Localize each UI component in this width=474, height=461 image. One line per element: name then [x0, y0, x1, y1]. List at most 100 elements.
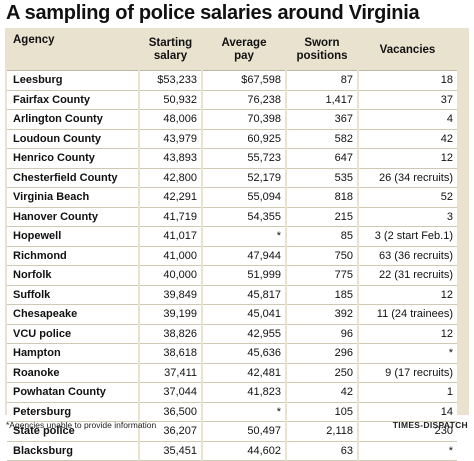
table-row: Norfolk 40,000 51,999 775 22 (31 recruits)	[7, 265, 457, 286]
header-sworn-line1: Sworn	[304, 37, 340, 49]
source-credit: TIMES-DISPATCH	[392, 420, 468, 430]
table-row: Richmond 41,000 47,944 750 63 (36 recruits)	[7, 246, 457, 266]
cell-vacancies: 3	[357, 207, 457, 227]
cell-starting-salary: 37,044	[138, 382, 202, 403]
table-row: Hopewell 41,017 * 85 3 (2 start Feb.1)	[7, 226, 457, 247]
salary-table: Agency Starting salary Average pay Sworn…	[7, 30, 457, 461]
cell-sworn-positions: 85	[285, 226, 358, 247]
cell-sworn-positions: 87	[285, 70, 358, 91]
cell-average-pay: *	[201, 226, 286, 247]
footnote: *Agencies unable to provide information	[6, 420, 157, 430]
cell-agency: Petersburg	[7, 402, 139, 422]
cell-average-pay: 45,636	[201, 343, 286, 364]
cell-starting-salary: 42,800	[138, 168, 202, 188]
cell-sworn-positions: 582	[285, 129, 358, 149]
cell-agency: VCU police	[7, 324, 139, 344]
table-row: Blacksburg 35,451 44,602 63 *	[7, 441, 457, 461]
cell-starting-salary: 43,979	[138, 129, 202, 149]
cell-agency: Chesapeake	[7, 304, 139, 325]
header-starting-salary: Starting salary	[139, 30, 202, 71]
cell-vacancies: 12	[357, 324, 457, 344]
cell-sworn-positions: 750	[285, 246, 358, 266]
cell-agency: Leesburg	[7, 70, 139, 91]
cell-starting-salary: 50,932	[138, 90, 202, 110]
cell-agency: Arlington County	[7, 109, 139, 130]
header-average-line1: Average	[221, 37, 267, 49]
cell-starting-salary: 42,291	[138, 187, 202, 208]
header-starting-line1: Starting	[148, 37, 193, 49]
cell-agency: Virginia Beach	[7, 187, 139, 208]
cell-agency: Roanoke	[7, 363, 139, 383]
header-average-pay: Average pay	[202, 30, 286, 71]
cell-average-pay: 76,238	[201, 90, 286, 110]
cell-agency: Hanover County	[7, 207, 139, 227]
cell-starting-salary: 39,849	[138, 285, 202, 305]
cell-average-pay: 50,497	[201, 421, 286, 442]
header-average-line2: pay	[234, 50, 254, 62]
cell-vacancies: 12	[357, 148, 457, 169]
cell-starting-salary: 40,000	[138, 265, 202, 286]
header-sworn-positions: Sworn positions	[286, 30, 358, 71]
cell-agency: Norfolk	[7, 265, 139, 286]
cell-sworn-positions: 367	[285, 109, 358, 130]
table-row: Arlington County 48,006 70,398 367 4	[7, 109, 457, 130]
cell-sworn-positions: 2,118	[285, 421, 358, 442]
cell-sworn-positions: 818	[285, 187, 358, 208]
cell-vacancies: 11 (24 trainees)	[357, 304, 457, 325]
table-row: Powhatan County 37,044 41,823 42 1	[7, 382, 457, 403]
cell-vacancies: 63 (36 recruits)	[357, 246, 457, 266]
cell-starting-salary: 48,006	[138, 109, 202, 130]
cell-average-pay: 51,999	[201, 265, 286, 286]
cell-vacancies: 3 (2 start Feb.1)	[357, 226, 457, 247]
cell-sworn-positions: 392	[285, 304, 358, 325]
cell-vacancies: 12	[357, 285, 457, 305]
table-row: Petersburg 36,500 * 105 14	[7, 402, 457, 422]
cell-average-pay: 41,823	[201, 382, 286, 403]
cell-starting-salary: 38,826	[138, 324, 202, 344]
table-row: Hanover County 41,719 54,355 215 3	[7, 207, 457, 227]
table-row: Hampton 38,618 45,636 296 *	[7, 343, 457, 364]
table-row: Chesterfield County 42,800 52,179 535 26 (34…	[7, 168, 457, 188]
cell-average-pay: 45,817	[201, 285, 286, 305]
table-row: Fairfax County 50,932 76,238 1,417 37	[7, 90, 457, 110]
cell-agency: Fairfax County	[7, 90, 139, 110]
cell-starting-salary: 41,719	[138, 207, 202, 227]
cell-starting-salary: 36,500	[138, 402, 202, 422]
table-row: Chesapeake 39,199 45,041 392 11 (24 trainees…	[7, 304, 457, 325]
cell-sworn-positions: 296	[285, 343, 358, 364]
cell-agency: Henrico County	[7, 148, 139, 169]
cell-average-pay: 60,925	[201, 129, 286, 149]
cell-sworn-positions: 105	[285, 402, 358, 422]
cell-vacancies: 1	[357, 382, 457, 403]
table-row: Henrico County 43,893 55,723 647 12	[7, 148, 457, 169]
table-body: Leesburg $53,233 $67,598 87 18 Fairfax County…	[7, 70, 457, 461]
cell-agency: Blacksburg	[7, 441, 139, 461]
cell-sworn-positions: 96	[285, 324, 358, 344]
cell-average-pay: 47,944	[201, 246, 286, 266]
cell-sworn-positions: 215	[285, 207, 358, 227]
header-sworn-line2: positions	[296, 50, 348, 62]
cell-starting-salary: 35,451	[138, 441, 202, 461]
cell-vacancies: 52	[357, 187, 457, 208]
cell-average-pay: 52,179	[201, 168, 286, 188]
cell-vacancies: 14	[357, 402, 457, 422]
cell-starting-salary: 37,411	[138, 363, 202, 383]
cell-sworn-positions: 775	[285, 265, 358, 286]
cell-vacancies: 42	[357, 129, 457, 149]
cell-sworn-positions: 1,417	[285, 90, 358, 110]
cell-agency: Hampton	[7, 343, 139, 364]
cell-vacancies: 4	[357, 109, 457, 130]
cell-vacancies: 22 (31 recruits)	[357, 265, 457, 286]
cell-starting-salary: 41,017	[138, 226, 202, 247]
cell-vacancies: 18	[357, 70, 457, 91]
header-agency: Agency	[7, 30, 139, 71]
cell-starting-salary: 43,893	[138, 148, 202, 169]
cell-starting-salary: 41,000	[138, 246, 202, 266]
cell-agency: Suffolk	[7, 285, 139, 305]
cell-vacancies: 37	[357, 90, 457, 110]
cell-agency: Richmond	[7, 246, 139, 266]
cell-agency: Loudoun County	[7, 129, 139, 149]
cell-average-pay: 45,041	[201, 304, 286, 325]
table-row: VCU police 38,826 42,955 96 12	[7, 324, 457, 344]
cell-starting-salary: 39,199	[138, 304, 202, 325]
